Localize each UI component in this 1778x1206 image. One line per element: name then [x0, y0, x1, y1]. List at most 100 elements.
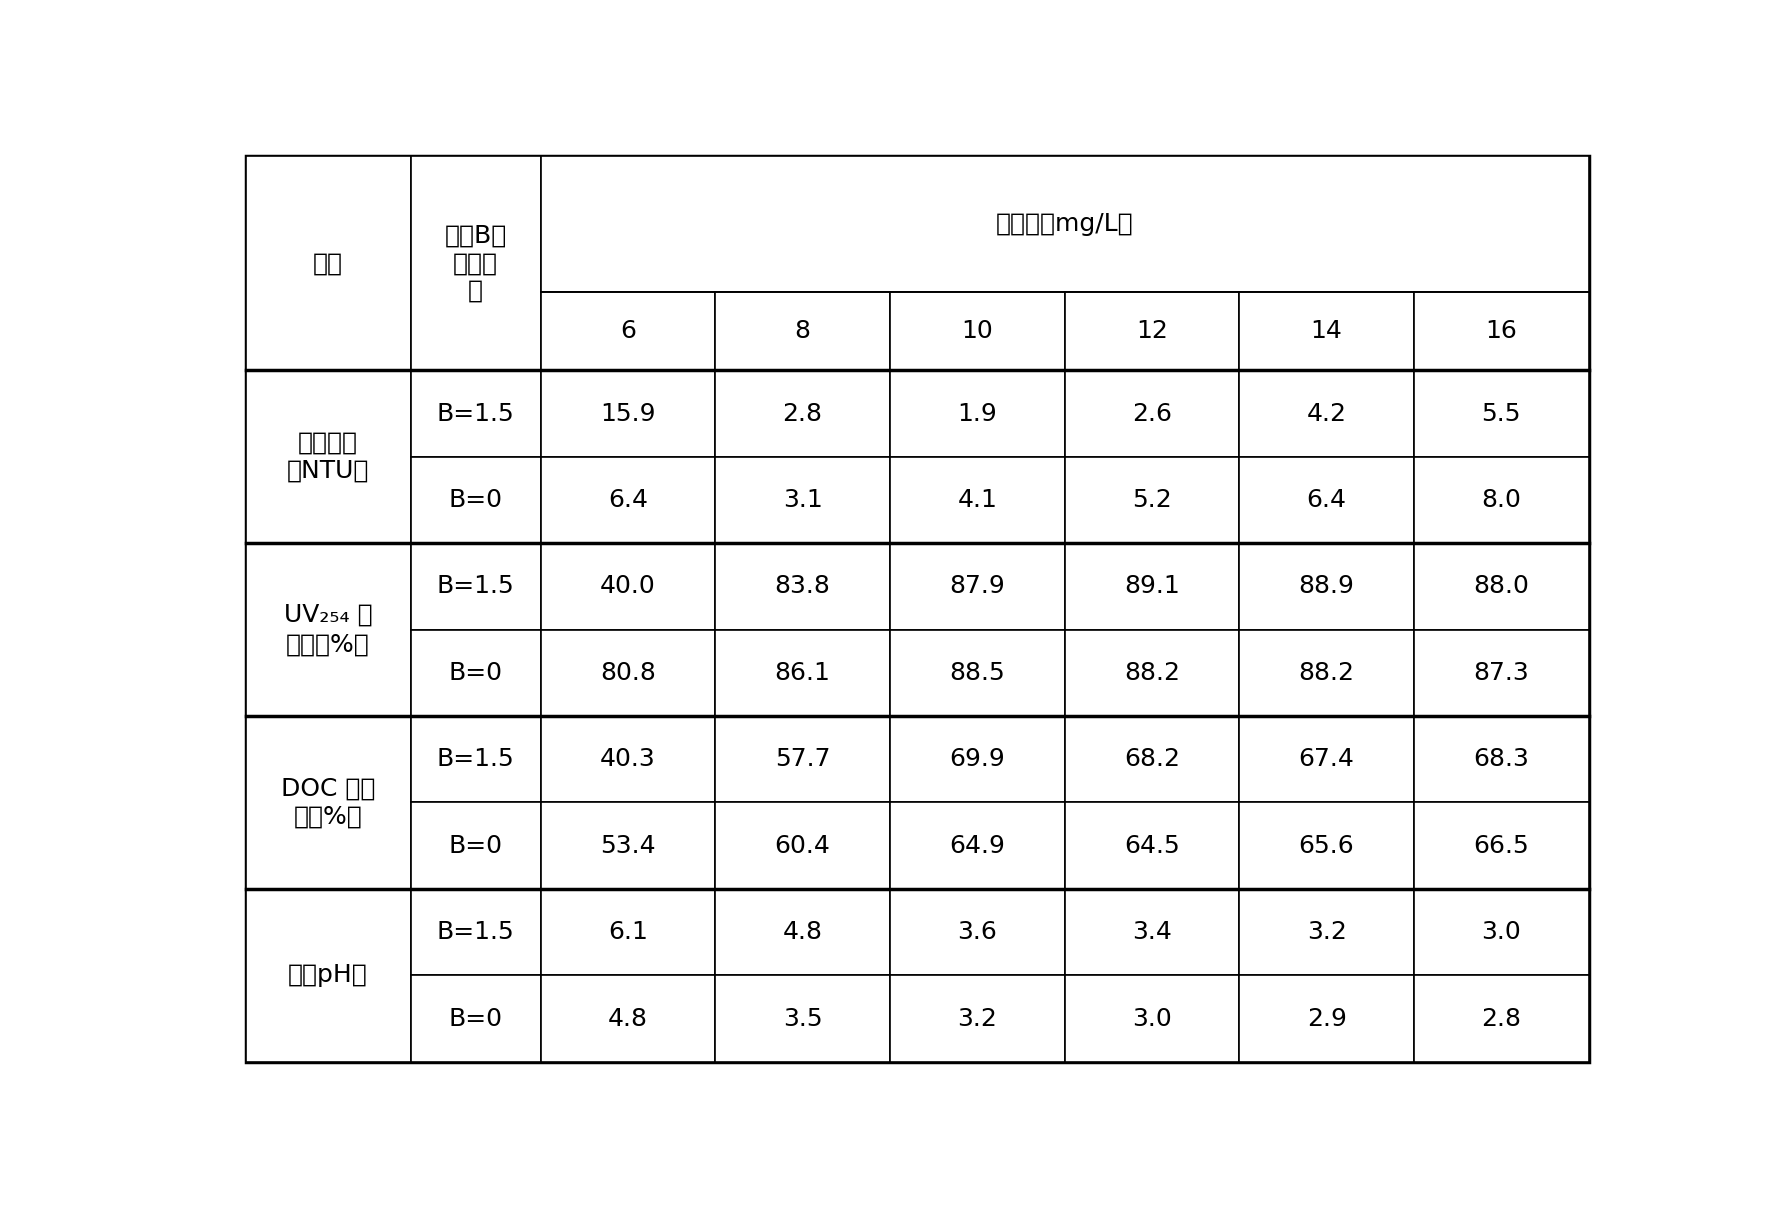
- Text: 16: 16: [1485, 320, 1517, 344]
- Bar: [1414, 976, 1588, 1061]
- Bar: [1065, 716, 1239, 802]
- Text: 6.1: 6.1: [608, 920, 647, 944]
- Bar: [1414, 370, 1588, 457]
- Text: 88.0: 88.0: [1474, 574, 1529, 598]
- Bar: [1414, 292, 1588, 370]
- Text: 12: 12: [1136, 320, 1168, 344]
- Bar: [1065, 292, 1239, 370]
- Bar: [1065, 543, 1239, 630]
- Bar: [541, 716, 715, 802]
- Bar: [1414, 802, 1588, 889]
- Bar: [891, 889, 1065, 976]
- Text: 3.0: 3.0: [1133, 1007, 1172, 1031]
- Bar: [1414, 543, 1588, 630]
- Text: 4.1: 4.1: [957, 488, 997, 513]
- Text: 1.9: 1.9: [957, 402, 997, 426]
- Text: 3.5: 3.5: [782, 1007, 823, 1031]
- Bar: [1239, 457, 1414, 543]
- Text: 88.5: 88.5: [949, 661, 1005, 685]
- Text: 64.5: 64.5: [1124, 833, 1181, 857]
- Bar: [411, 976, 541, 1061]
- Bar: [1239, 370, 1414, 457]
- Bar: [1239, 630, 1414, 716]
- Text: 5.5: 5.5: [1481, 402, 1520, 426]
- Bar: [411, 889, 541, 976]
- Text: 2.6: 2.6: [1133, 402, 1172, 426]
- Bar: [245, 157, 411, 370]
- Text: DOC 去除
率（%）: DOC 去除 率（%）: [281, 777, 375, 829]
- Text: 68.3: 68.3: [1474, 748, 1529, 772]
- Bar: [715, 457, 891, 543]
- Bar: [891, 976, 1065, 1061]
- Text: 3.2: 3.2: [1307, 920, 1346, 944]
- Bar: [715, 370, 891, 457]
- Bar: [541, 889, 715, 976]
- Text: 89.1: 89.1: [1124, 574, 1181, 598]
- Bar: [541, 630, 715, 716]
- Text: 87.3: 87.3: [1474, 661, 1529, 685]
- Text: 66.5: 66.5: [1474, 833, 1529, 857]
- Text: 2.9: 2.9: [1307, 1007, 1346, 1031]
- Text: 6.4: 6.4: [608, 488, 647, 513]
- Bar: [245, 370, 411, 543]
- Bar: [715, 543, 891, 630]
- Text: 8: 8: [795, 320, 811, 344]
- Bar: [891, 457, 1065, 543]
- Bar: [715, 889, 891, 976]
- Bar: [1239, 802, 1414, 889]
- Text: 83.8: 83.8: [775, 574, 830, 598]
- Text: 57.7: 57.7: [775, 748, 830, 772]
- Text: 3.0: 3.0: [1481, 920, 1522, 944]
- Bar: [245, 716, 411, 889]
- Text: 3.4: 3.4: [1133, 920, 1172, 944]
- Bar: [891, 292, 1065, 370]
- Bar: [1414, 716, 1588, 802]
- Bar: [411, 802, 541, 889]
- Text: 4.8: 4.8: [782, 920, 823, 944]
- Text: 4.8: 4.8: [608, 1007, 647, 1031]
- Text: 40.0: 40.0: [599, 574, 656, 598]
- Text: 53.4: 53.4: [599, 833, 656, 857]
- Bar: [1414, 457, 1588, 543]
- Bar: [891, 630, 1065, 716]
- Bar: [411, 630, 541, 716]
- Bar: [245, 889, 411, 1061]
- Bar: [1414, 889, 1588, 976]
- Bar: [715, 292, 891, 370]
- Text: 不同B值
的絮凝
剂: 不同B值 的絮凝 剂: [444, 223, 507, 303]
- Text: 65.6: 65.6: [1298, 833, 1355, 857]
- Text: 15.9: 15.9: [601, 402, 656, 426]
- Text: 14: 14: [1310, 320, 1342, 344]
- Bar: [1239, 716, 1414, 802]
- Text: 6: 6: [621, 320, 637, 344]
- Bar: [715, 976, 891, 1061]
- Text: 除率（%）: 除率（%）: [286, 632, 370, 656]
- Text: 69.9: 69.9: [949, 748, 1005, 772]
- Text: 剩余浊度
（NTU）: 剩余浊度 （NTU）: [286, 431, 370, 482]
- Text: 64.9: 64.9: [949, 833, 1005, 857]
- Bar: [1065, 457, 1239, 543]
- Bar: [715, 716, 891, 802]
- Text: 3.1: 3.1: [782, 488, 823, 513]
- Bar: [1414, 630, 1588, 716]
- Text: B=0: B=0: [448, 833, 503, 857]
- Bar: [1065, 630, 1239, 716]
- Bar: [891, 716, 1065, 802]
- Bar: [1065, 976, 1239, 1061]
- Text: 67.4: 67.4: [1298, 748, 1355, 772]
- Bar: [1065, 889, 1239, 976]
- Bar: [541, 370, 715, 457]
- Bar: [541, 157, 1588, 292]
- Text: 68.2: 68.2: [1124, 748, 1181, 772]
- Bar: [715, 630, 891, 716]
- Bar: [411, 543, 541, 630]
- Bar: [1065, 370, 1239, 457]
- Bar: [411, 370, 541, 457]
- Text: 80.8: 80.8: [599, 661, 656, 685]
- Text: 2.8: 2.8: [1481, 1007, 1522, 1031]
- Bar: [541, 457, 715, 543]
- Bar: [541, 802, 715, 889]
- Text: 出水pH値: 出水pH値: [288, 964, 368, 988]
- Bar: [541, 292, 715, 370]
- Bar: [541, 976, 715, 1061]
